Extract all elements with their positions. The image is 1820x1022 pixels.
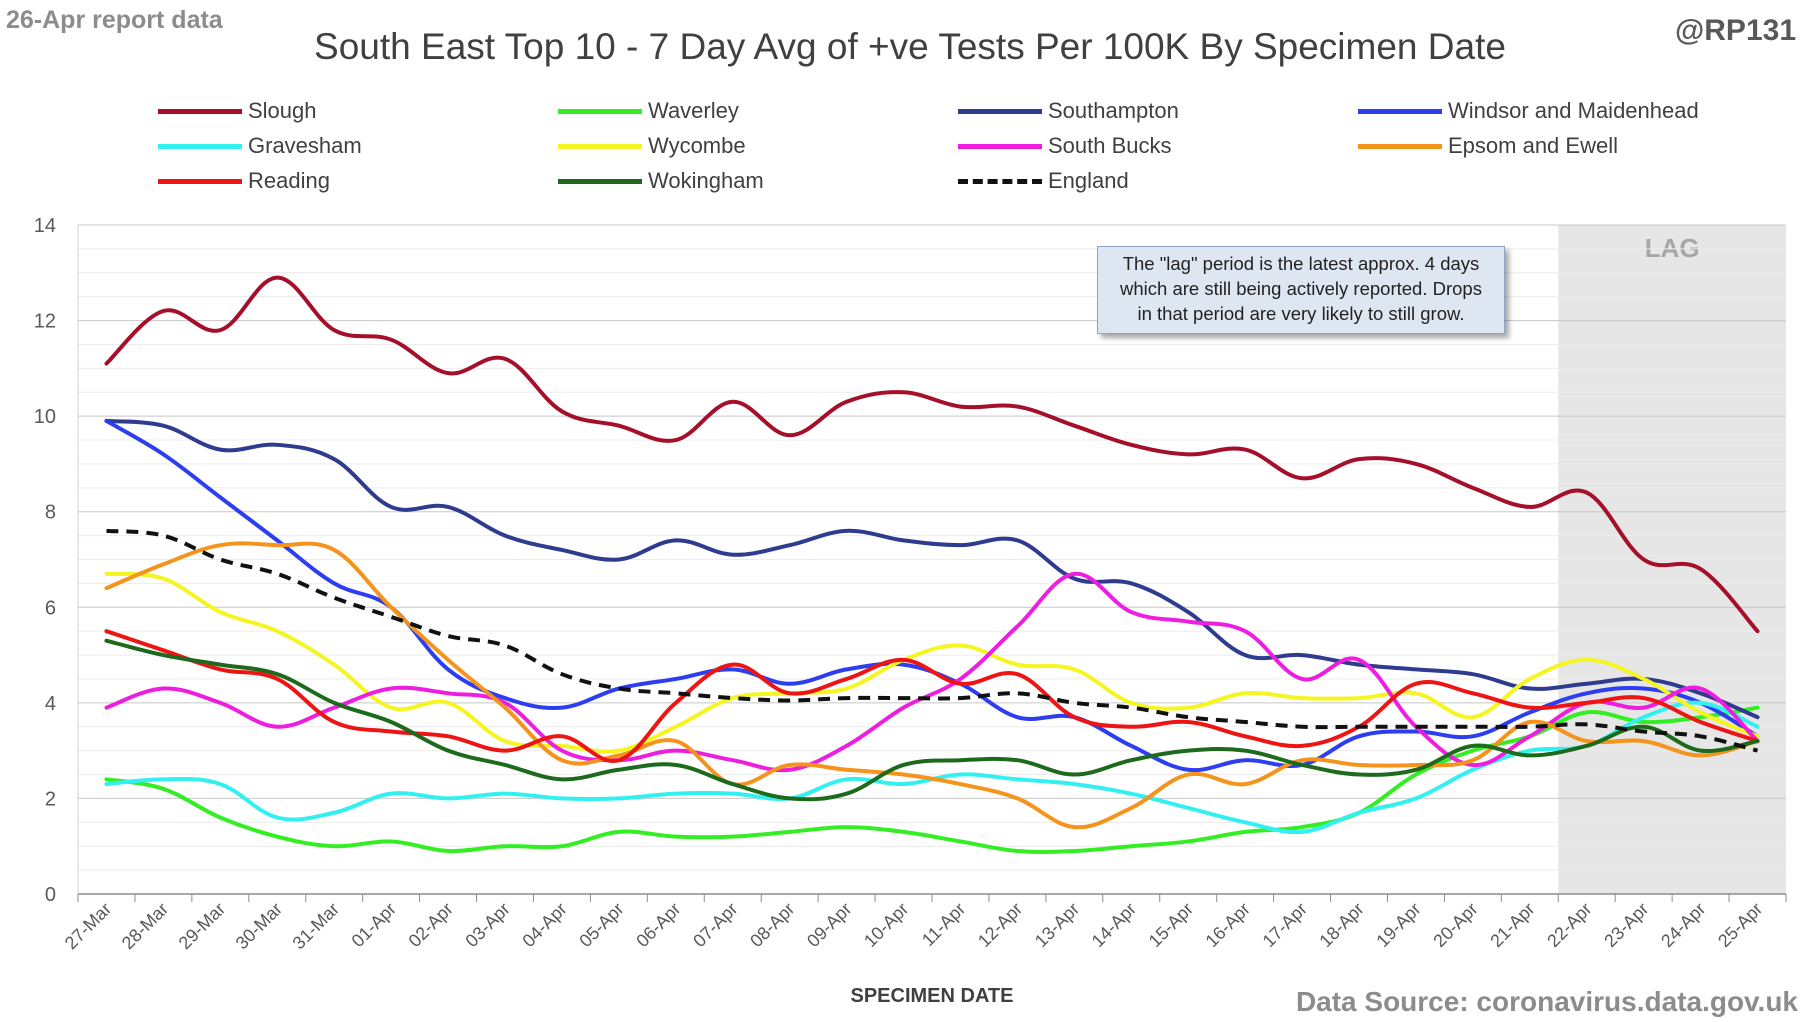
x-tick-label: 16-Apr (1202, 899, 1254, 951)
legend-label: Reading (248, 168, 330, 193)
y-tick-label: 2 (45, 788, 56, 810)
y-tick-label: 10 (34, 406, 56, 428)
legend-label: Wokingham (648, 168, 764, 193)
series-line-waverley (104, 705, 1760, 854)
x-tick-label: 22-Apr (1543, 899, 1595, 951)
y-tick-label: 0 (45, 884, 56, 906)
series-line-wokingham (104, 638, 1760, 802)
x-tick-label: 10-Apr (860, 899, 912, 951)
legend-swatch (958, 108, 1042, 114)
chart-title: South East Top 10 - 7 Day Avg of +ve Tes… (314, 26, 1506, 67)
x-tick-label: 25-Apr (1714, 899, 1766, 951)
series-line-reading (104, 629, 1760, 764)
y-tick-label: 4 (45, 693, 56, 715)
x-tick-label: 20-Apr (1429, 899, 1481, 951)
legend-item: Wycombe (558, 131, 746, 161)
x-tick-label: 01-Apr (348, 899, 400, 951)
legend-swatch (158, 143, 242, 149)
annotation-line-1: The "lag" period is the latest approx. 4… (1122, 253, 1480, 274)
x-tick-label: 14-Apr (1088, 899, 1140, 951)
x-tick-label: 08-Apr (746, 899, 798, 951)
legend-item: Epsom and Ewell (1358, 131, 1618, 161)
y-tick-label: 12 (34, 311, 56, 333)
legend-label: Waverley (648, 98, 739, 123)
x-tick-label: 09-Apr (803, 899, 855, 951)
series-line-southampton (104, 418, 1760, 720)
legend-swatch (158, 108, 242, 114)
series-line-epsom-and-ewell (104, 541, 1760, 830)
legend-item: Southampton (958, 96, 1179, 126)
series-line-wycombe (104, 571, 1760, 754)
legend-item: Wokingham (558, 166, 764, 196)
legend-item: Gravesham (158, 131, 362, 161)
legend-label: Epsom and Ewell (1448, 133, 1618, 158)
x-tick-label: 24-Apr (1657, 899, 1709, 951)
lag-label: LAG (1645, 233, 1700, 263)
x-tick-label: 04-Apr (518, 899, 570, 951)
annotation-line-3: in that period are very likely to still … (1137, 303, 1465, 324)
annotation-line-2: which are still being actively reported.… (1120, 278, 1482, 299)
legend-label: Slough (248, 98, 317, 123)
x-tick-label: 13-Apr (1031, 899, 1083, 951)
x-tick-label: 23-Apr (1600, 899, 1652, 951)
report-date: 26-Apr report data (6, 6, 223, 34)
x-tick-label: 29-Mar (175, 899, 229, 953)
x-tick-label: 07-Apr (689, 899, 741, 951)
x-tick-label: 15-Apr (1145, 899, 1197, 951)
legend-swatch (558, 178, 642, 184)
legend-item: Waverley (558, 96, 739, 126)
data-source: Data Source: coronavirus.data.gov.uk (1295, 986, 1798, 1017)
x-tick-label: 30-Mar (232, 899, 286, 953)
y-tick-label: 6 (45, 597, 56, 619)
series-line-england (106, 528, 1759, 753)
legend-item: Reading (158, 166, 330, 196)
legend-swatch (558, 143, 642, 149)
y-tick-label: 14 (34, 215, 56, 237)
x-tick-label: 05-Apr (575, 899, 627, 951)
legend-swatch (558, 108, 642, 114)
legend-item: Slough (158, 96, 317, 126)
legend-label: Windsor and Maidenhead (1448, 98, 1699, 123)
legend-item: Windsor and Maidenhead (1358, 96, 1699, 126)
x-tick-label: 21-Apr (1486, 899, 1538, 951)
legend-label: Wycombe (648, 133, 746, 158)
x-tick-label: 12-Apr (974, 899, 1026, 951)
legend-label: Gravesham (248, 133, 362, 158)
legend-swatch (1358, 143, 1442, 149)
x-axis-label: SPECIMEN DATE (851, 985, 1014, 1007)
legend-swatch (1358, 108, 1442, 114)
legend-swatch (158, 178, 242, 184)
x-tick-label: 02-Apr (405, 899, 457, 951)
legend-label: South Bucks (1048, 133, 1172, 158)
x-tick-label: 03-Apr (461, 899, 513, 951)
y-tick-label: 8 (45, 502, 56, 524)
legend-swatch (958, 178, 1042, 184)
legend-item: England (958, 166, 1129, 196)
author-handle: @RP131 (1675, 14, 1796, 47)
series-line-slough (104, 275, 1760, 634)
series-line-south-bucks (104, 571, 1760, 773)
legend-label: England (1048, 168, 1129, 193)
x-tick-label: 18-Apr (1315, 899, 1367, 951)
x-tick-label: 17-Apr (1259, 899, 1311, 951)
legend-label: Southampton (1048, 98, 1179, 123)
x-tick-label: 27-Mar (61, 899, 115, 953)
x-tick-label: 19-Apr (1372, 899, 1424, 951)
x-tick-label: 28-Mar (118, 899, 172, 953)
series-line-windsor-and-maidenhead (104, 418, 1760, 773)
x-tick-label: 06-Apr (632, 899, 684, 951)
x-tick-label: 11-Apr (918, 899, 969, 950)
x-tick-label: 31-Mar (289, 899, 343, 953)
lag-annotation: The "lag" period is the latest approx. 4… (1097, 246, 1505, 334)
legend-swatch (958, 143, 1042, 149)
legend-item: South Bucks (958, 131, 1172, 161)
